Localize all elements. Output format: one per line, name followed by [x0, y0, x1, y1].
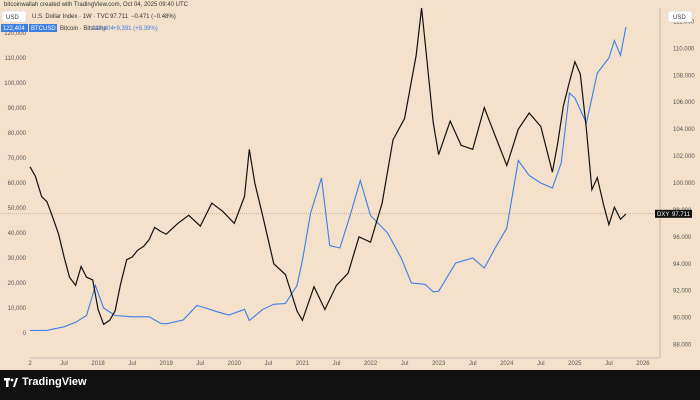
x-tick-label: 2024 [500, 361, 514, 367]
x-tick-label: Jul [537, 361, 545, 367]
btc-price-badge [1, 24, 28, 32]
btc-legend-title: Bitcoin · Bitstamp [60, 26, 107, 32]
current-value-label: DXY 97.711 [655, 209, 692, 218]
x-tick-label: Jul [60, 361, 68, 367]
right-tick-label: 100.000 [673, 181, 695, 187]
x-tick-label: 2022 [364, 361, 378, 367]
left-tick-label: 80,000 [8, 131, 27, 137]
x-tick-label: Jul [196, 361, 204, 367]
x-tick-label: 2018 [91, 361, 105, 367]
left-tick-label: 70,000 [8, 156, 27, 162]
x-tick-label: Jul [401, 361, 409, 367]
currency-right-label: USD [673, 15, 686, 21]
x-axis: 2 Jul 2018 Jul 2019 Jul 2020 Jul 2021 Jul 2022 Jul 2… [28, 361, 650, 367]
current-value: 97.711 [672, 212, 691, 218]
left-axis: 0 10,000 20,000 30,000 40,000 50,000 60,000 70,… [4, 31, 26, 337]
x-tick-label: 2 [28, 361, 32, 367]
chart: 0 10,000 20,000 30,000 40,000 50,000 60,000 70,… [0, 2, 695, 367]
btc-badge-value: 122,404 [3, 26, 25, 32]
right-tick-label: 92.000 [673, 289, 692, 295]
btc-legend-change: +9,391 (+8.39%) [113, 26, 158, 32]
left-tick-label: 120,000 [4, 31, 26, 37]
right-tick-label: 102.000 [673, 154, 695, 160]
dxy-series-line [29, 7, 627, 326]
x-tick-label: Jul [605, 361, 613, 367]
left-tick-label: 0 [23, 331, 27, 337]
tradingview-logo-icon [4, 377, 18, 387]
x-tick-label: Jul [469, 361, 477, 367]
brand-name: TradingView [22, 376, 87, 388]
dxy-legend-change: −0.471 (−0.48%) [131, 14, 176, 20]
btc-badge-label: BTCUSD [31, 26, 56, 32]
right-tick-label: 96.000 [673, 235, 692, 241]
dxy-legend-title: U.S. Dollar Index · 1W · TVC [32, 14, 110, 20]
left-tick-label: 110,000 [5, 56, 27, 62]
left-tick-label: 10,000 [8, 306, 27, 312]
left-tick-label: 60,000 [8, 181, 27, 187]
left-tick-label: 100,000 [4, 81, 26, 87]
currency-right-box[interactable] [667, 10, 693, 23]
x-tick-label: 2020 [228, 361, 242, 367]
x-tick-label: 2023 [432, 361, 446, 367]
right-tick-label: 112.000 [673, 19, 695, 25]
right-tick-label: 104.000 [673, 127, 695, 133]
tradingview-brand: TradingView [4, 376, 87, 388]
currency-left-label: USD [6, 15, 19, 21]
right-tick-label: 106.000 [673, 100, 695, 106]
x-tick-label: Jul [265, 361, 273, 367]
left-tick-label: 40,000 [8, 231, 27, 237]
left-tick-label: 90,000 [8, 106, 27, 112]
x-tick-label: 2025 [568, 361, 582, 367]
right-tick-label: 108.000 [673, 73, 695, 79]
footer-bar [0, 370, 700, 400]
left-tick-label: 30,000 [8, 256, 27, 262]
btc-legend-value: 122,404 [92, 26, 114, 32]
right-tick-label: 110.000 [673, 46, 695, 52]
attribution-text: bitcoinwallah created with TradingView.c… [4, 2, 189, 8]
left-tick-label: 50,000 [8, 206, 27, 212]
btc-symbol-badge [29, 24, 57, 32]
x-tick-label: Jul [128, 361, 136, 367]
right-tick-label: 88.000 [673, 343, 692, 349]
x-tick-label: 2019 [160, 361, 174, 367]
x-tick-label: 2026 [636, 361, 650, 367]
x-tick-label: 2021 [296, 361, 310, 367]
right-tick-label: 94.000 [673, 262, 692, 268]
x-tick-label: Jul [333, 361, 341, 367]
btc-series-line [29, 26, 627, 332]
dxy-legend-value: 97.711 [110, 14, 129, 20]
currency-left-box[interactable] [1, 10, 27, 23]
left-tick-label: 20,000 [8, 281, 27, 287]
right-tick-label: 90.000 [673, 316, 692, 322]
current-symbol: DXY [657, 212, 669, 218]
right-axis: 112.000 110.000 108.000 106.000 104.000 102.0… [673, 19, 695, 348]
